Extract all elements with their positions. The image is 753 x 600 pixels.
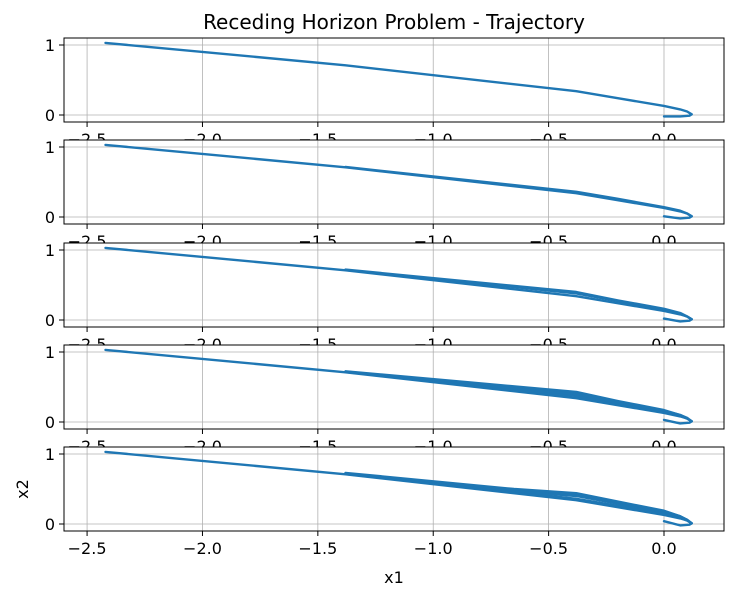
axes-frame xyxy=(63,139,725,225)
chart-title: Receding Horizon Problem - Trajectory xyxy=(203,10,585,34)
trajectory-line xyxy=(104,41,693,118)
x-tick-label: −2.0 xyxy=(183,539,222,558)
trajectory-line xyxy=(344,370,693,423)
subplot-4: 01−2.5 −2.0 −1.5 −1.0 −0.5 0.0 xyxy=(45,343,725,456)
subplot-2: 01−2.5 −2.0 −1.5 −1.0 −0.5 0.0 xyxy=(45,138,725,251)
subplot-5: 0 1 −2.5 −2.0 −1.5 −1.0 −0.5 0.0 xyxy=(45,445,725,558)
y-tick-label: 0 xyxy=(45,106,55,125)
x-tick-label: −0.5 xyxy=(529,539,568,558)
axes-frame xyxy=(63,446,725,532)
y-tick-label: 0 xyxy=(45,311,55,330)
trajectory-line xyxy=(344,471,693,525)
trajectory-line xyxy=(344,165,693,218)
panel-background xyxy=(64,140,724,224)
y-tick-label: 1 xyxy=(45,445,55,464)
y-tick-label: 1 xyxy=(45,36,55,55)
subplot-1: 01−2.5 −2.0 −1.5 −1.0 −0.5 0.0 xyxy=(45,36,725,149)
y-tick-label: 1 xyxy=(45,241,55,260)
x-tick-label: −2.5 xyxy=(68,539,107,558)
subplots: 01−2.5 −2.0 −1.5 −1.0 −0.5 0.001−2.5 −2.0 −1.5−… xyxy=(45,36,725,558)
y-tick-label: 1 xyxy=(45,343,55,362)
subplot-3: 01−2.5 −2.0 −1.5 −1.0 −0.5 0.0 xyxy=(45,241,725,354)
y-tick-label: 0 xyxy=(45,208,55,227)
x-axis-label: x1 xyxy=(384,568,404,587)
axes-frame xyxy=(63,37,725,123)
x-tick-label: −1.0 xyxy=(414,539,453,558)
panel-background xyxy=(64,243,724,327)
x-tick-label: −1.5 xyxy=(298,539,337,558)
x-tick-label: 0.0 xyxy=(651,539,676,558)
axes-frame xyxy=(63,344,725,430)
y-tick-label: 1 xyxy=(45,138,55,157)
y-tick-label: 0 xyxy=(45,515,55,534)
panel-background xyxy=(64,447,724,531)
y-axis-label: x2 xyxy=(13,479,32,499)
axes-frame xyxy=(63,242,725,328)
y-tick-label: 0 xyxy=(45,413,55,432)
panel-background xyxy=(64,345,724,429)
trajectory-line xyxy=(344,268,693,321)
